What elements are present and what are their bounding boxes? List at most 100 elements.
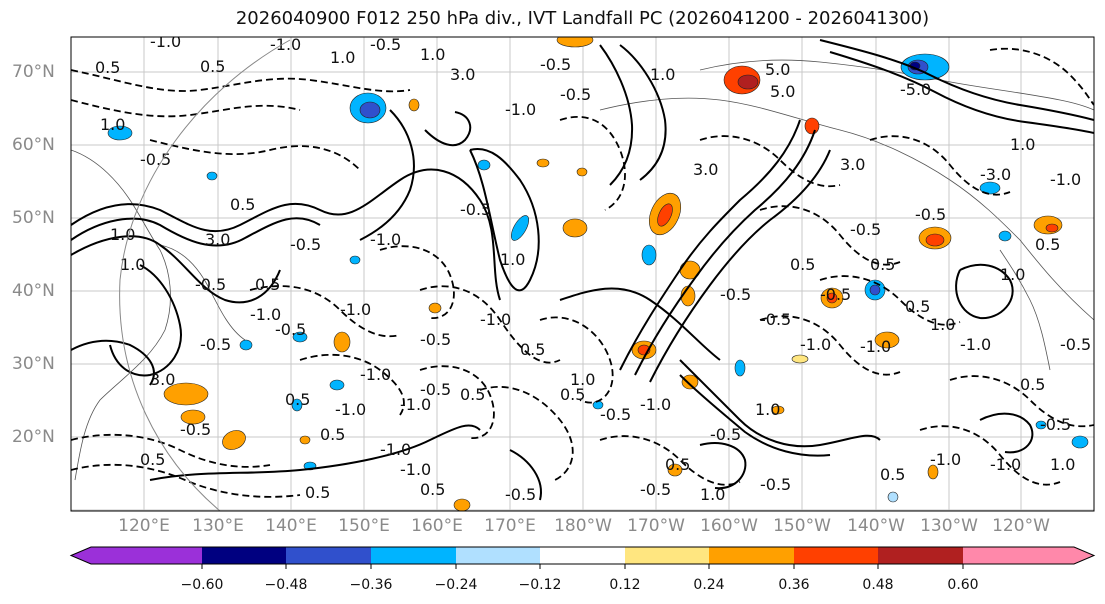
contour-label: 0.5 [520, 340, 545, 359]
contour-label: -0.5 [640, 480, 671, 499]
contour-label: 3.0 [693, 160, 718, 179]
contour-label: -0.5 [140, 150, 171, 169]
colorbar-tick-label: −0.12 [518, 577, 562, 593]
contour-label: -1.0 [380, 440, 411, 459]
contour-label: -1.0 [800, 335, 831, 354]
contour-label: -0.5 [560, 85, 591, 104]
lon-label-160e: 160°E [411, 516, 463, 536]
contour-label: -1.0 [640, 395, 671, 414]
contour-label: 1.0 [330, 48, 355, 67]
lat-label-30n: 30°N [12, 354, 55, 374]
contour-label: -0.5 [820, 285, 851, 304]
colorbar-tick-label: −0.24 [434, 577, 478, 593]
contour-label: 0.5 [880, 465, 905, 484]
lon-label-120e: 120°E [118, 516, 170, 536]
contour-label: -0.5 [720, 285, 751, 304]
contour-label: -0.5 [370, 35, 401, 54]
contour-label: -0.5 [540, 55, 571, 74]
lon-label-150e: 150°E [338, 516, 390, 536]
contour-label: -1.0 [360, 365, 391, 384]
contour-label: 1.0 [420, 45, 445, 64]
contour-label: 3.0 [840, 155, 865, 174]
contour-label: -0.5 [1040, 415, 1071, 434]
contour-label: 0.5 [790, 255, 815, 274]
lon-label-180w: 180°W [554, 516, 612, 536]
contour-label: 1.0 [100, 115, 125, 134]
contour-label: -0.5 [600, 405, 631, 424]
lat-label-20n: 20°N [12, 427, 55, 447]
colorbar-tick-label: 0.60 [947, 577, 979, 593]
contour-label: -0.5 [420, 330, 451, 349]
contour-label: 1.0 [1000, 265, 1025, 284]
contour-label: -0.5 [915, 205, 946, 224]
contour-label: -0.5 [1060, 335, 1091, 354]
contour-label: 0.5 [560, 385, 585, 404]
contour-label: 0.5 [320, 425, 345, 444]
contour-label: -3.0 [980, 165, 1011, 184]
colorbar-tick-label: −0.48 [264, 577, 308, 593]
contour-label: 1.0 [1050, 455, 1075, 474]
lon-label-170e: 170°E [484, 516, 536, 536]
contour-label: -1.0 [505, 100, 536, 119]
contour-label: 0.5 [1035, 235, 1060, 254]
contour-label: -1.0 [150, 32, 181, 51]
ivt-dashed-contours [71, 47, 1094, 498]
colorbar-tick-label: 0.12 [609, 577, 641, 593]
contour-label: 0.5 [870, 255, 895, 274]
contour-label: 0.5 [255, 275, 280, 294]
lon-label-120w: 120°W [992, 516, 1050, 536]
contour-label: 1.0 [755, 400, 780, 419]
contour-label: -1.0 [250, 305, 281, 324]
contour-label: 1.0 [500, 250, 525, 269]
contour-label: -0.5 [460, 200, 491, 219]
contour-label: -0.5 [505, 485, 536, 504]
contour-label: -1.0 [335, 400, 366, 419]
contour-label: 3.0 [450, 65, 475, 84]
contour-label: -0.5 [180, 420, 211, 439]
projection-boundary [119, 39, 291, 511]
contour-label: 0.5 [95, 58, 120, 77]
contour-label: 1.0 [570, 370, 595, 389]
contour-label: 0.5 [305, 483, 330, 502]
chart-title: 2026040900 F012 250 hPa div., IVT Landfa… [235, 8, 930, 29]
colorbar-tick-label: 0.36 [778, 577, 810, 593]
divergence-fills [107, 37, 1089, 511]
contour-label: -5.0 [900, 80, 931, 99]
contour-label: -0.5 [195, 275, 226, 294]
lon-label-160w: 160°W [700, 516, 758, 536]
contour-label: 3.0 [150, 370, 175, 389]
contour-label: -1.0 [270, 35, 301, 54]
contour-label: -1.0 [1050, 170, 1081, 189]
contour-label: -1.0 [400, 395, 431, 414]
lon-label-130e: 130°E [192, 516, 244, 536]
contour-label: -0.5 [420, 380, 451, 399]
contour-label: -0.5 [200, 335, 231, 354]
colorbar-tick-label: −0.36 [349, 577, 393, 593]
lon-label-170w: 170°W [627, 516, 685, 536]
contour-label: 1.0 [650, 65, 675, 84]
contour-label: -1.0 [960, 335, 991, 354]
contour-label: -0.5 [760, 310, 791, 329]
contour-label: 1.0 [110, 225, 135, 244]
lon-label-130w: 130°W [920, 516, 978, 536]
map-frame [70, 36, 1095, 512]
lat-label-40n: 40°N [12, 281, 55, 301]
contour-label: -1.0 [400, 460, 431, 479]
contour-label: 0.5 [665, 455, 690, 474]
contour-label: -0.5 [760, 475, 791, 494]
contour-label: 0.5 [420, 480, 445, 499]
colorbar-tick-label: 0.24 [693, 577, 725, 593]
contour-label: 1.0 [930, 315, 955, 334]
lon-label-150w: 150°W [773, 516, 831, 536]
contour-label: -1.0 [370, 230, 401, 249]
contour-label: 1.0 [120, 255, 145, 274]
coastlines [71, 59, 1094, 481]
contour-label: 0.5 [200, 57, 225, 76]
contour-label: -1.0 [930, 450, 961, 469]
lon-label-140w: 140°W [847, 516, 905, 536]
contour-label: -1.0 [340, 300, 371, 319]
contour-label: -0.5 [710, 425, 741, 444]
lat-label-70n: 70°N [12, 62, 55, 82]
contour-label: 5.0 [765, 60, 790, 79]
colorbar-tick-label: −0.60 [180, 577, 224, 593]
